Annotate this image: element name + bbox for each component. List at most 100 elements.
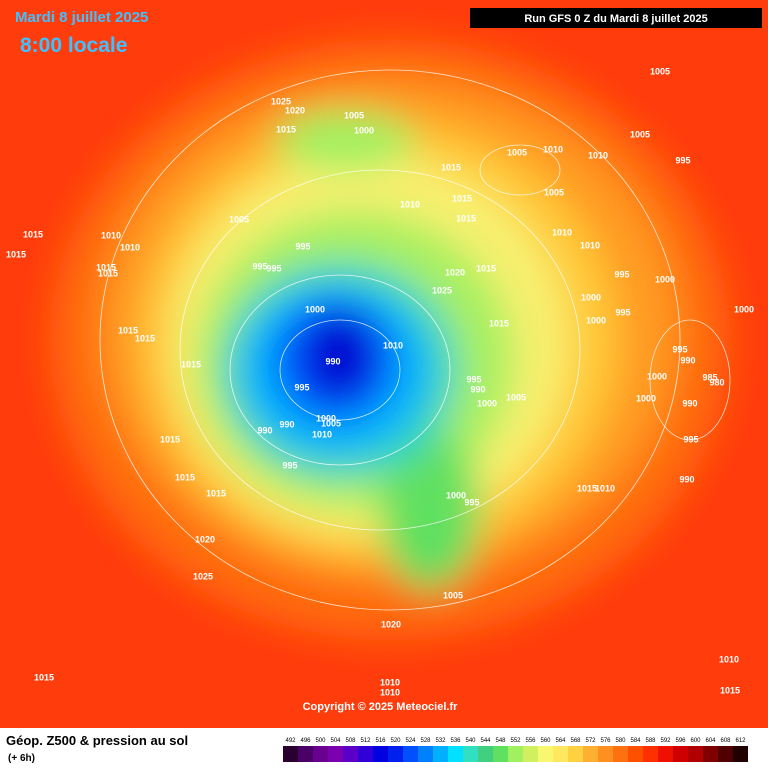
- isobar-label: 1000: [305, 304, 325, 314]
- footer-step: (+ 6h): [8, 753, 35, 764]
- colorbar-label: 512: [360, 738, 371, 744]
- isobar-label: 995: [615, 307, 630, 317]
- colorbar-swatch: [688, 746, 703, 762]
- isobar-label: 990: [279, 419, 294, 429]
- colorbar-swatch: [568, 746, 583, 762]
- isobar-label: 1015: [441, 162, 461, 172]
- isobar-label: 995: [266, 263, 281, 273]
- colorbar-label: 576: [600, 738, 611, 744]
- isobar-label: 1015: [23, 229, 43, 239]
- colorbar-swatch: [358, 746, 373, 762]
- isobar-label: 1015: [181, 359, 201, 369]
- run-label: Run GFS 0 Z du Mardi 8 juillet 2025: [524, 13, 707, 25]
- isobar-label: 1020: [381, 619, 401, 629]
- isobar-label: 990: [682, 398, 697, 408]
- colorbar-label: 580: [615, 738, 626, 744]
- isobar-label: 1015: [720, 685, 740, 695]
- colorbar-label: 540: [465, 738, 476, 744]
- isobar-label: 1020: [195, 534, 215, 544]
- colorbar-swatch: [328, 746, 343, 762]
- isobar-label: 1005: [507, 147, 527, 157]
- colorbar-swatch: [478, 746, 493, 762]
- colorbar-label: 556: [525, 738, 536, 744]
- isobar-label: 1015: [118, 325, 138, 335]
- colorbar-label: 612: [735, 738, 746, 744]
- isobar-label: 1015: [98, 268, 118, 278]
- isobar-label: 1025: [271, 96, 291, 106]
- isobar-label: 1005: [321, 418, 341, 428]
- isobar-label: 1015: [96, 262, 116, 272]
- colorbar-swatch: [643, 746, 658, 762]
- isobar-label: 1015: [276, 124, 296, 134]
- isobar-label: 1015: [577, 483, 597, 493]
- footer-title: Géop. Z500 & pression au sol: [6, 733, 188, 748]
- isobar-label: 1015: [452, 193, 472, 203]
- colorbar-label: 592: [660, 738, 671, 744]
- isobar-label: 990: [679, 474, 694, 484]
- isobar-label: 1005: [544, 187, 564, 197]
- isobar-label: 1000: [354, 125, 374, 135]
- colorbar-label: 524: [405, 738, 416, 744]
- isobar-label: 1015: [34, 672, 54, 682]
- isobar-label: 1000: [477, 398, 497, 408]
- colorbar-label: 492: [285, 738, 296, 744]
- colorbar-swatch: [493, 746, 508, 762]
- colorbar-swatch: [718, 746, 733, 762]
- isobars: [99, 69, 731, 611]
- colorbar-swatch: [703, 746, 718, 762]
- colorbar-label: 584: [630, 738, 641, 744]
- isobar-label: 1010: [101, 230, 121, 240]
- isobar-label: 1025: [193, 571, 213, 581]
- isobar-label: 1000: [655, 274, 675, 284]
- isobar-label: 1015: [489, 318, 509, 328]
- colorbar-swatch: [448, 746, 463, 762]
- isobar-label: 1010: [595, 483, 615, 493]
- isobar-label: 1015: [456, 213, 476, 223]
- isobar-label: 995: [294, 382, 309, 392]
- isobar-label: 995: [282, 460, 297, 470]
- colorbar-label: 564: [555, 738, 566, 744]
- colorbar-swatch: [388, 746, 403, 762]
- isobar-label: 1005: [229, 214, 249, 224]
- run-box: [470, 8, 762, 28]
- isobar-label: 1000: [581, 292, 601, 302]
- colorbar-swatch: [433, 746, 448, 762]
- colorbar-label: 596: [675, 738, 686, 744]
- isobar-label: 995: [614, 269, 629, 279]
- isobar-label: 1010: [552, 227, 572, 237]
- isobar-label: 1010: [120, 242, 140, 252]
- date-label: Mardi 8 juillet 2025: [15, 9, 148, 26]
- isobar-label: 1005: [344, 110, 364, 120]
- isobar-label: 1000: [586, 315, 606, 325]
- isobar-label: 1000: [647, 371, 667, 381]
- isobar-label: 1000: [316, 413, 336, 423]
- isobar-label: 995: [295, 241, 310, 251]
- colorbar-swatch: [733, 746, 748, 762]
- isobar-label: 995: [675, 155, 690, 165]
- isobar-label: 1010: [380, 677, 400, 687]
- isobar-label: 1000: [734, 304, 754, 314]
- isobar-label: 1015: [160, 434, 180, 444]
- copyright: Copyright © 2025 Meteociel.fr: [303, 701, 459, 713]
- colorbar-swatch: [538, 746, 553, 762]
- colorbar-label: 588: [645, 738, 656, 744]
- colorbar-label: 504: [330, 738, 341, 744]
- colorbar-label: 608: [720, 738, 731, 744]
- colorbar-swatch: [598, 746, 613, 762]
- isobar-label: 1025: [432, 285, 452, 295]
- isobar-label: 990: [680, 355, 695, 365]
- isobar-label: 995: [466, 374, 481, 384]
- colorbar-label: 572: [585, 738, 596, 744]
- colorbar-label: 536: [450, 738, 461, 744]
- isobar-label: 1015: [6, 249, 26, 259]
- colorbar-swatch: [583, 746, 598, 762]
- colorbar-label: 508: [345, 738, 356, 744]
- isobar-label: 1010: [380, 687, 400, 697]
- isobar-label: 1015: [135, 333, 155, 343]
- colorbar-label: 516: [375, 738, 386, 744]
- isobar-label: 985: [702, 372, 717, 382]
- isobar-label: 1005: [443, 590, 463, 600]
- colorbar-swatch: [553, 746, 568, 762]
